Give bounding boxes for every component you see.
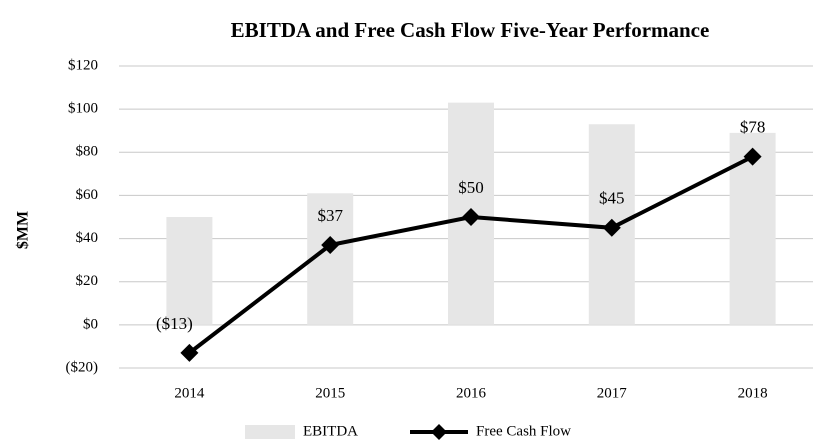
x-tick-label: 2016 [456, 385, 487, 401]
legend-marker [431, 424, 447, 440]
data-label: $37 [317, 206, 343, 225]
data-label: $78 [740, 118, 766, 137]
y-tick-label: $100 [68, 101, 98, 117]
y-tick-label: $60 [76, 187, 99, 203]
data-label: ($13) [156, 314, 193, 333]
x-tick-label: 2015 [315, 385, 345, 401]
bar [166, 217, 213, 325]
chart-title: EBITDA and Free Cash Flow Five-Year Perf… [231, 18, 710, 42]
y-tick-label: $20 [76, 273, 99, 289]
legend-label: EBITDA [303, 423, 358, 439]
legend-swatch [245, 425, 295, 439]
marker [321, 236, 340, 255]
y-tick-label: ($20) [66, 359, 99, 375]
y-tick-label: $0 [83, 316, 98, 332]
data-label: $50 [458, 178, 484, 197]
x-tick-label: 2014 [174, 385, 205, 401]
x-tick-label: 2018 [738, 385, 768, 401]
y-tick-label: $40 [76, 230, 99, 246]
marker [743, 147, 762, 166]
data-label: $45 [599, 189, 625, 208]
legend-label: Free Cash Flow [476, 423, 571, 439]
marker [462, 208, 480, 226]
y-tick-label: $120 [68, 57, 98, 73]
y-tick-label: $80 [76, 144, 99, 160]
marker [602, 218, 621, 237]
marker [180, 343, 199, 362]
x-tick-label: 2017 [597, 385, 628, 401]
y-axis-label: $MM [15, 211, 32, 249]
